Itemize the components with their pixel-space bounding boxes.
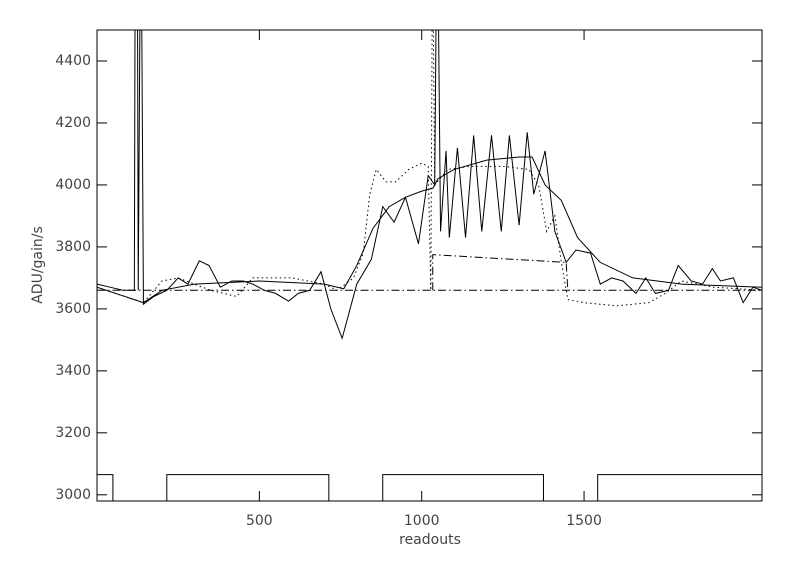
y-tick-label: 3200 [55,425,91,441]
plot-frame [96,29,763,502]
y-tick-label: 3600 [55,301,91,317]
data-line [97,30,762,340]
y-tick-label: 3400 [55,363,91,379]
x-tick-label: 1500 [566,513,602,529]
y-tick-label: 4200 [55,115,91,131]
data-line [432,254,569,291]
y-tick-label: 4400 [55,53,91,69]
x-axis-label: readouts [399,532,461,548]
y-axis-label: ADU/gain/s [30,226,46,304]
data-line [97,474,762,501]
x-tick-label: 1000 [404,513,440,529]
y-tick-label: 4000 [55,177,91,193]
data-line [97,30,762,307]
data-line [97,156,762,304]
y-tick-label: 3000 [55,487,91,503]
x-tick-label: 500 [246,513,273,529]
plot-area [97,30,762,501]
y-tick-label: 3800 [55,239,91,255]
